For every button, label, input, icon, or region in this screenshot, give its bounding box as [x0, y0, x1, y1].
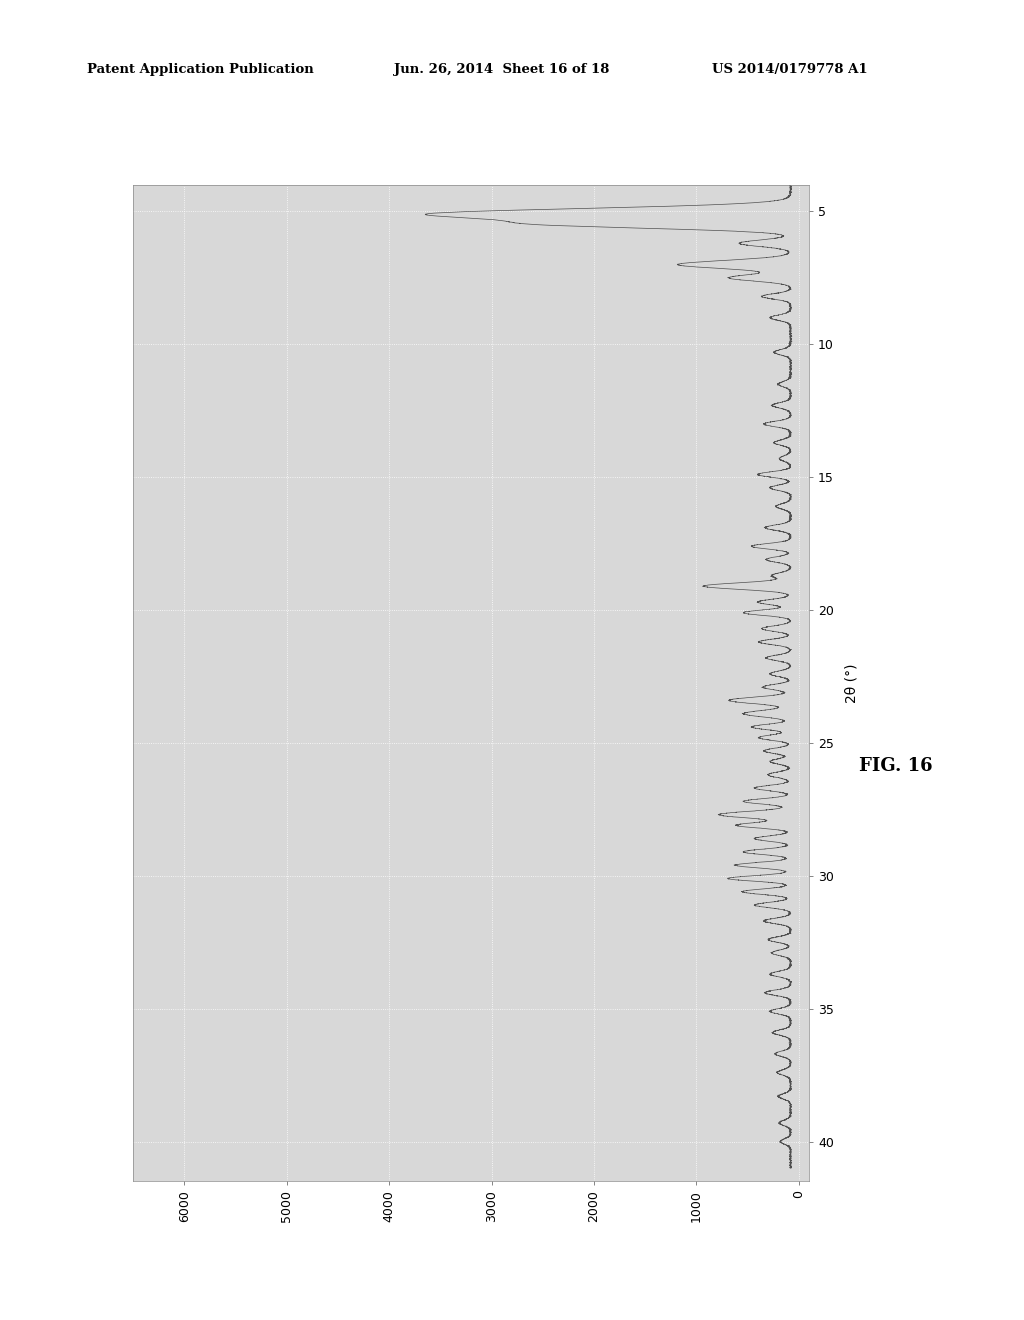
Y-axis label: 2θ (°): 2θ (°): [845, 664, 859, 702]
Text: Patent Application Publication: Patent Application Publication: [87, 63, 313, 77]
Text: US 2014/0179778 A1: US 2014/0179778 A1: [712, 63, 867, 77]
Text: Jun. 26, 2014  Sheet 16 of 18: Jun. 26, 2014 Sheet 16 of 18: [394, 63, 609, 77]
Text: FIG. 16: FIG. 16: [859, 756, 933, 775]
